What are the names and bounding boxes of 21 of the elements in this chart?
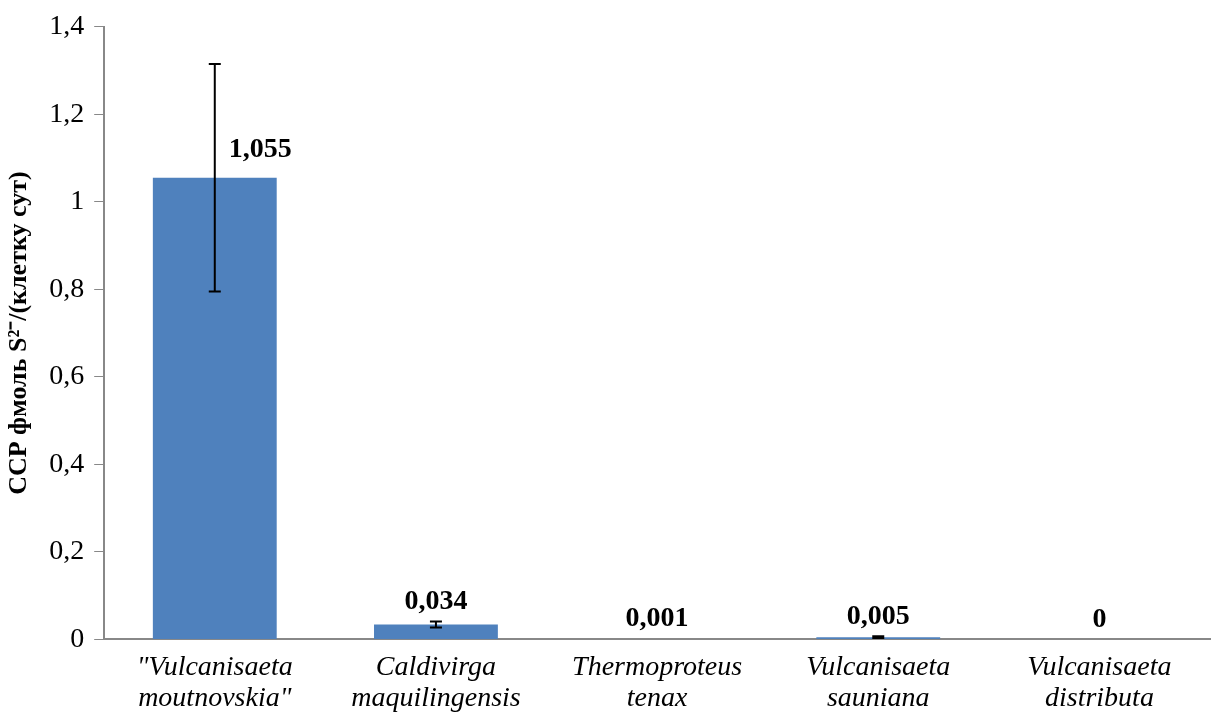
- x-tick-label: "Vulcanisaeta moutnovskia": [136, 650, 293, 712]
- x-tick-label: Thermoproteus tenax: [572, 650, 743, 712]
- data-label: 1,055: [228, 132, 292, 164]
- data-label: 0,005: [846, 598, 910, 630]
- x-tick-label: Vulcanisaeta distributa: [1027, 650, 1172, 712]
- y-tick-label: 1: [70, 184, 85, 216]
- y-tick-label: 0,4: [49, 446, 85, 478]
- y-tick-label: 0,2: [49, 534, 85, 566]
- y-tick-label: 0: [70, 621, 85, 653]
- y-tick-label: 0,8: [49, 271, 85, 303]
- y-tick-label: 1,2: [49, 96, 85, 128]
- y-axis-title: ССР фмоль S²⁻/(клетку сут): [3, 171, 33, 495]
- data-label: 0: [1092, 601, 1107, 633]
- y-tick-label: 0,6: [49, 359, 85, 391]
- y-tick-label: 1,4: [49, 9, 85, 41]
- bar: [152, 177, 277, 639]
- data-label: 0,001: [625, 601, 689, 633]
- bar: [374, 624, 498, 639]
- x-tick-label: Caldivirga maquilingensis: [351, 650, 521, 712]
- data-label: 0,034: [404, 583, 468, 615]
- x-tick-label: Vulcanisaeta sauniana: [806, 650, 951, 712]
